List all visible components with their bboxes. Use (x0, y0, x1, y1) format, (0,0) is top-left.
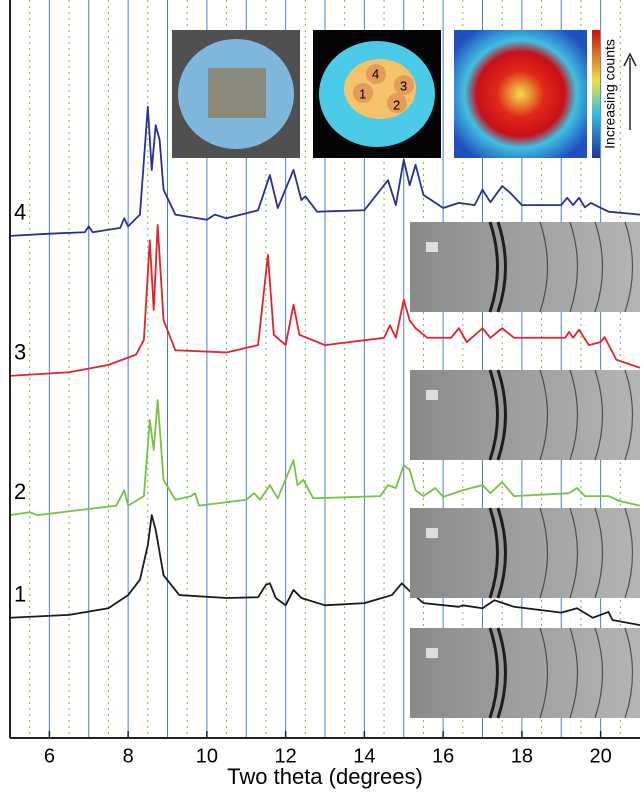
series-label: 1 (14, 582, 26, 607)
detector-image (410, 508, 640, 598)
detector-images (410, 222, 644, 718)
crystal-core (208, 68, 266, 118)
series-label: 2 (14, 479, 26, 504)
beam-stop (426, 528, 438, 538)
x-tick-label: 18 (511, 745, 533, 767)
inset-label: 1 (359, 86, 366, 101)
detector-image (410, 628, 640, 718)
inset-label: 2 (393, 97, 400, 112)
insets: 1 2 3 4 Increasing counts (172, 30, 636, 158)
series-label: 3 (14, 340, 26, 365)
beam-stop (426, 390, 438, 400)
x-tick-label: 6 (44, 745, 55, 767)
detector-image (410, 370, 640, 460)
beam-stop (426, 648, 438, 658)
x-tick-label: 14 (353, 745, 375, 767)
x-tick-label: 16 (432, 745, 454, 767)
inset-label: 3 (400, 78, 407, 93)
x-tick-label: 8 (123, 745, 134, 767)
x-axis-label: Two theta (degrees) (227, 764, 423, 789)
x-tick-label: 10 (196, 745, 218, 767)
beam-stop (426, 242, 438, 252)
detector-image (410, 222, 640, 312)
colorbar-label: Increasing counts (602, 39, 618, 149)
colorbar (592, 30, 600, 158)
x-tick-label: 20 (590, 745, 612, 767)
chart: 4321 1 2 3 4 Increasing counts Two theta… (0, 0, 644, 796)
heatmap (454, 30, 587, 158)
inset-label: 4 (372, 66, 379, 81)
x-tick-label: 12 (275, 745, 297, 767)
series-label: 4 (14, 200, 26, 225)
